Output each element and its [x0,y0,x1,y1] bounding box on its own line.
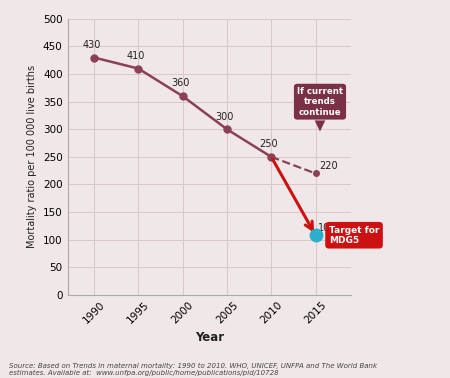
X-axis label: Year: Year [195,331,224,344]
Text: 410: 410 [126,51,145,61]
Text: Target for
MDG5: Target for MDG5 [329,226,379,245]
Maternal mortality ratio [269,155,274,159]
Maternal mortality ratio [180,94,185,98]
Y-axis label: Mortality ratio per 100 000 live births: Mortality ratio per 100 000 live births [27,65,37,248]
Line: Maternal mortality ratio: Maternal mortality ratio [90,54,275,160]
Text: Source: Based on Trends in maternal mortality: 1990 to 2010. WHO, UNICEF, UNFPA : Source: Based on Trends in maternal mort… [9,363,377,376]
Maternal mortality ratio [136,66,141,71]
Text: If current
trends
continue: If current trends continue [297,87,343,146]
Maternal mortality ratio [91,55,97,60]
Text: 108: 108 [318,223,337,233]
Text: 250: 250 [259,139,278,149]
Maternal mortality ratio [224,127,230,132]
Text: 430: 430 [82,40,101,50]
Polygon shape [315,121,325,132]
Text: 300: 300 [215,112,234,122]
Text: 360: 360 [171,79,189,88]
Text: 220: 220 [319,161,338,171]
